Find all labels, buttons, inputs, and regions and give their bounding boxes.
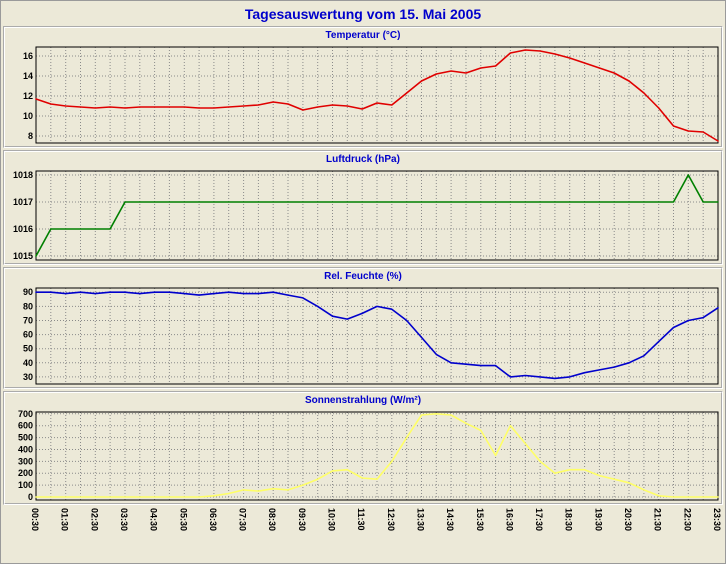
svg-text:50: 50	[23, 344, 33, 354]
pressure-chart: 1018 1017 1016 1015	[5, 168, 721, 263]
chart-panel-humidity: Rel. Feuchte (%) 90 80 70 60 50 40 30	[3, 267, 723, 389]
svg-text:1015: 1015	[13, 251, 33, 261]
svg-text:1017: 1017	[13, 197, 33, 207]
x-axis-label: 20:30	[623, 508, 633, 532]
x-axis-label: 01:30	[59, 508, 70, 532]
x-axis-label: 23:30	[712, 508, 722, 532]
chart-title-pressure: Luftdruck (hPa)	[326, 154, 400, 165]
svg-text:80: 80	[23, 301, 33, 311]
x-axis-label: 15:30	[474, 508, 485, 532]
x-axis-label: 04:30	[148, 508, 159, 532]
svg-text:200: 200	[18, 468, 33, 478]
svg-text:300: 300	[18, 456, 33, 466]
x-axis-label: 09:30	[296, 508, 307, 532]
svg-text:0: 0	[28, 492, 33, 502]
svg-text:600: 600	[18, 421, 33, 431]
x-axis-label: 21:30	[652, 508, 663, 532]
x-axis-label: 17:30	[534, 508, 545, 532]
x-axis-label: 18:30	[563, 508, 574, 532]
x-axis-label: 03:30	[119, 508, 129, 532]
solar-radiation-chart: 700 600 500 400 300 200 100 0	[5, 409, 721, 503]
x-axis-label: 02:30	[89, 508, 100, 532]
svg-text:700: 700	[18, 409, 33, 419]
svg-text:60: 60	[23, 330, 33, 340]
x-axis-label: 12:30	[385, 508, 396, 532]
x-axis-label: 07:30	[237, 508, 248, 532]
x-axis-label: 14:30	[445, 508, 456, 532]
x-axis-label: 11:30	[356, 508, 367, 531]
svg-text:100: 100	[18, 480, 33, 490]
x-axis-label: 05:30	[178, 508, 189, 532]
x-axis-label: 19:30	[593, 508, 604, 532]
svg-text:1016: 1016	[13, 224, 33, 234]
x-axis-label: 06:30	[207, 508, 218, 532]
chart-title-solar: Sonnenstrahlung (W/m²)	[304, 395, 422, 406]
chart-panel-temperature: Temperatur (°C) 16 14 12 10 8	[3, 26, 723, 148]
x-axis-label: 13:30	[415, 508, 426, 532]
chart-title-temperature: Temperatur (°C)	[325, 30, 401, 41]
svg-text:12: 12	[23, 91, 33, 101]
svg-text:500: 500	[18, 433, 33, 443]
svg-text:30: 30	[23, 372, 33, 382]
chart-panel-solar: Sonnenstrahlung (W/m²) 700 600 500 400 300 20…	[3, 391, 723, 505]
svg-text:90: 90	[23, 287, 33, 297]
svg-text:400: 400	[18, 445, 33, 455]
x-axis-label: 22:30	[682, 508, 693, 532]
svg-text:10: 10	[23, 111, 33, 121]
page-title: Tagesauswertung vom 15. Mai 2005	[244, 6, 482, 22]
svg-text:16: 16	[23, 51, 33, 61]
humidity-chart: 90 80 70 60 50 40 30	[5, 285, 721, 387]
x-axis-labels: 00:30 01:30 02:30 03:30 04:30 05:30 06:30 07:30…	[1, 507, 725, 553]
chart-panel-pressure: Luftdruck (hPa) 1018 1017 1016 1015	[3, 150, 723, 265]
svg-text:8: 8	[28, 131, 33, 141]
x-axis-label: 00:30	[30, 508, 40, 532]
svg-text:14: 14	[23, 71, 33, 81]
x-axis-label: 16:30	[504, 508, 515, 532]
temperature-chart: 16 14 12 10 8	[5, 44, 721, 146]
x-axis-label: 10:30	[326, 508, 337, 532]
svg-text:1018: 1018	[13, 170, 33, 180]
chart-title-humidity: Rel. Feuchte (%)	[324, 271, 402, 282]
x-axis-label: 08:30	[267, 508, 278, 532]
svg-text:70: 70	[23, 316, 33, 326]
svg-text:40: 40	[23, 358, 33, 368]
